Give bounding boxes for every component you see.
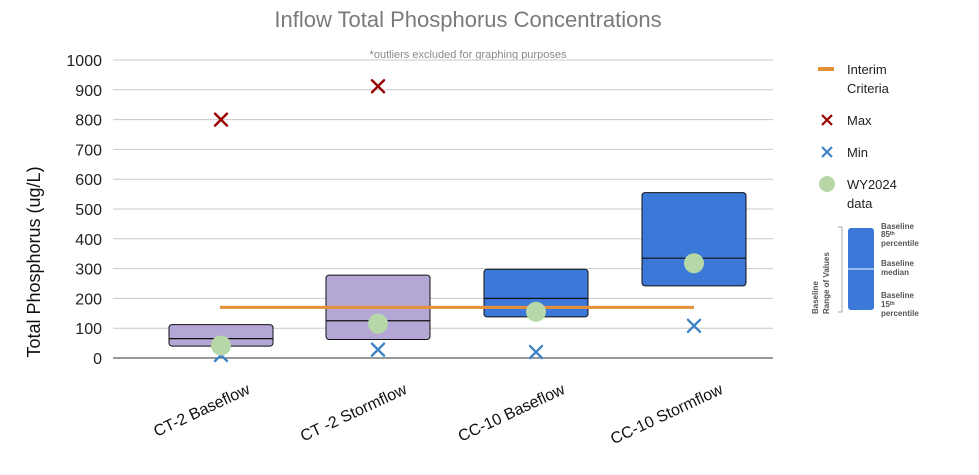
y-tick-label: 500 xyxy=(75,202,102,219)
legend-max-label: Max xyxy=(847,113,872,128)
key-median-label-1: Baseline xyxy=(881,259,914,268)
legend-interim-label-1: Interim xyxy=(847,62,887,77)
legend-interim-label-2: Criteria xyxy=(847,81,890,96)
category-label: CC-10 Stormflow xyxy=(608,381,726,448)
y-tick-label: 900 xyxy=(75,83,102,100)
y-tick-label: 1000 xyxy=(66,53,102,70)
y-tick-label: 100 xyxy=(75,321,102,338)
y-tick-label: 600 xyxy=(75,172,102,189)
category-label: CT-2 Baseflow xyxy=(151,381,253,441)
wy2024-marker xyxy=(684,253,704,274)
legend-wy2024-marker xyxy=(819,176,835,192)
y-tick-label: 300 xyxy=(75,262,102,279)
max-marker xyxy=(213,112,229,127)
y-tick-label: 400 xyxy=(75,232,102,249)
y-axis-ticks: 0 100 200 300 400 500 600 700 800 900 1000 xyxy=(66,53,102,368)
boxes xyxy=(168,192,747,347)
wy2024-marker xyxy=(368,313,388,334)
box xyxy=(641,192,747,287)
y-tick-label: 700 xyxy=(75,142,102,159)
key-p15-label-1: Baseline xyxy=(881,291,914,300)
legend-min-label: Min xyxy=(847,145,868,160)
max-marker xyxy=(370,79,386,94)
baseline-key: Baseline Range of Values Baseline 85ᵗʰ p… xyxy=(811,222,919,318)
key-p85-label-1: Baseline xyxy=(881,222,914,231)
key-p85-label-2: 85ᵗʰ xyxy=(881,230,895,239)
chart-subtitle: *outliers excluded for graphing purposes xyxy=(370,49,567,61)
y-tick-label: 0 xyxy=(93,351,102,368)
y-tick-label: 200 xyxy=(75,291,102,308)
key-p85-label-3: percentile xyxy=(881,239,919,248)
min-marker xyxy=(370,342,386,357)
key-bracket xyxy=(838,226,843,313)
key-side-label-2: Range of Values xyxy=(822,252,831,314)
legend-interim-swatch xyxy=(818,67,834,71)
wy2024-marker xyxy=(211,335,231,356)
legend-max-marker xyxy=(821,114,833,126)
chart-title: Inflow Total Phosphorus Concentrations xyxy=(274,7,661,32)
y-tick-label: 800 xyxy=(75,113,102,130)
legend: Interim Criteria Max Min WY2024 data xyxy=(818,62,897,211)
markers xyxy=(211,79,704,363)
wy2024-marker xyxy=(526,301,546,322)
legend-wy2024-label-2: data xyxy=(847,196,873,211)
key-side-label-1: Baseline xyxy=(811,281,820,314)
key-median-label-2: median xyxy=(881,268,909,277)
category-labels: CT-2 Baseflow CT -2 Stormflow CC-10 Basefl… xyxy=(151,381,726,448)
min-marker xyxy=(528,344,544,360)
category-label: CT -2 Stormflow xyxy=(298,381,410,445)
y-axis-label: Total Phosphorus (ug/L) xyxy=(24,166,44,357)
min-marker xyxy=(686,318,702,334)
category-label: CC-10 Baseflow xyxy=(456,381,568,445)
key-p15-label-2: 15ᵗʰ xyxy=(881,300,895,309)
legend-wy2024-label-1: WY2024 xyxy=(847,177,897,192)
key-p15-label-3: percentile xyxy=(881,309,919,318)
legend-min-marker xyxy=(821,146,833,158)
